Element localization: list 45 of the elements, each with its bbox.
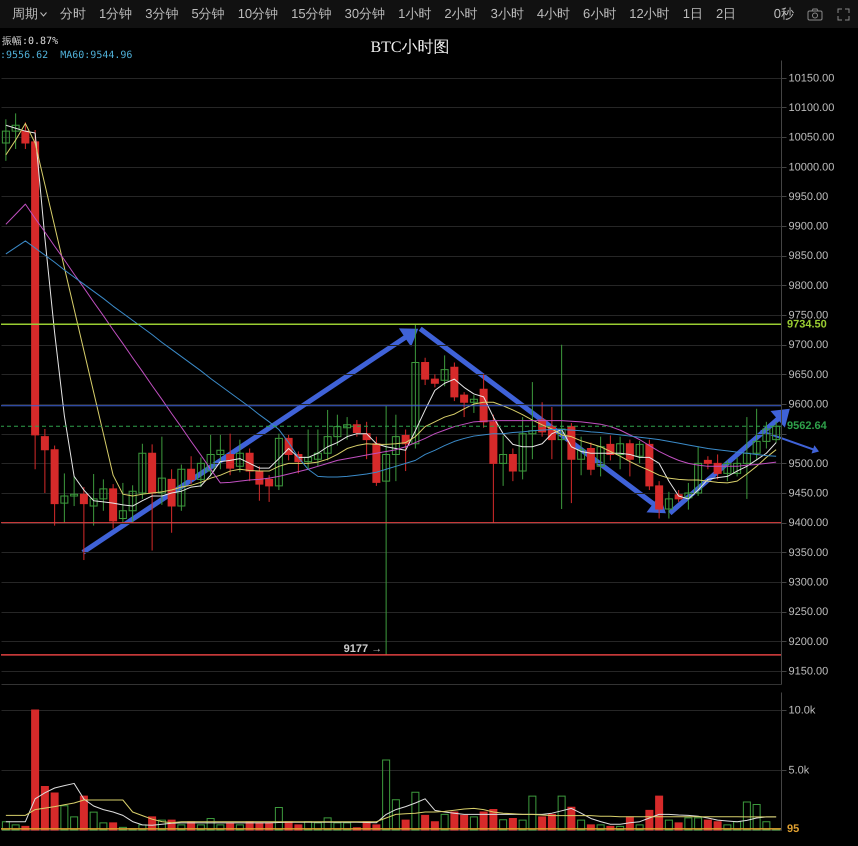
ref-line-label: 95 xyxy=(787,822,800,835)
text: 6小时 xyxy=(583,5,616,23)
text: 振幅:0.87% xyxy=(2,35,58,48)
y-tick-label: 9500.00 xyxy=(788,458,828,470)
y-tick-label: 10.0k xyxy=(788,704,816,716)
text: 周期 xyxy=(12,5,38,23)
y-tick-label: 9850.00 xyxy=(788,250,828,262)
text: 2日 xyxy=(716,5,736,23)
text: 4小时 xyxy=(536,5,570,23)
y-tick-label: 9150.00 xyxy=(788,665,828,678)
y-tick-label: 9600.00 xyxy=(788,398,828,411)
ref-line-label: 9734.50 xyxy=(787,318,827,330)
text: 5分钟 xyxy=(191,5,225,23)
text: 1日 xyxy=(682,5,703,23)
y-tick-label: 9250.00 xyxy=(788,606,828,618)
text: 1分钟 xyxy=(99,5,132,23)
text: 0秒 xyxy=(774,5,794,23)
y-tick-label: 9900.00 xyxy=(788,220,828,233)
text: :9556.62 MA60:9544.96 xyxy=(0,50,132,61)
y-tick-label: 10050.00 xyxy=(788,132,834,144)
y-tick-label: 9700.00 xyxy=(788,339,828,352)
y-tick-label: 9400.00 xyxy=(788,517,828,530)
y-tick-label: 5.0k xyxy=(788,764,810,776)
y-tick-label: 9350.00 xyxy=(788,546,828,559)
text: 30分钟 xyxy=(344,5,386,23)
y-tick-label: 9650.00 xyxy=(788,368,828,381)
ref-line-label: 9177 → xyxy=(344,642,382,655)
ref-line-label: 9562.64 xyxy=(787,420,828,432)
text: 3小时 xyxy=(490,5,524,23)
text: 2小时 xyxy=(444,5,478,23)
y-tick-label: 9950.00 xyxy=(788,190,828,203)
text: 分时 xyxy=(60,5,86,23)
y-tick-label: 9450.00 xyxy=(788,488,828,500)
y-tick-label: 10100.00 xyxy=(788,102,834,114)
text: 3分钟 xyxy=(145,5,178,23)
text: 15分钟 xyxy=(291,5,332,23)
text: 1小时 xyxy=(398,5,432,23)
text: 12小时 xyxy=(629,5,670,23)
y-tick-label: 10000.00 xyxy=(788,161,834,174)
y-tick-label: 9200.00 xyxy=(788,636,828,648)
text: 10分钟 xyxy=(238,5,278,23)
y-tick-label: 10150.00 xyxy=(788,72,834,84)
y-tick-label: 9300.00 xyxy=(788,576,828,588)
y-tick-label: 9800.00 xyxy=(788,280,828,292)
chart-title: BTC小时图 xyxy=(369,38,451,58)
